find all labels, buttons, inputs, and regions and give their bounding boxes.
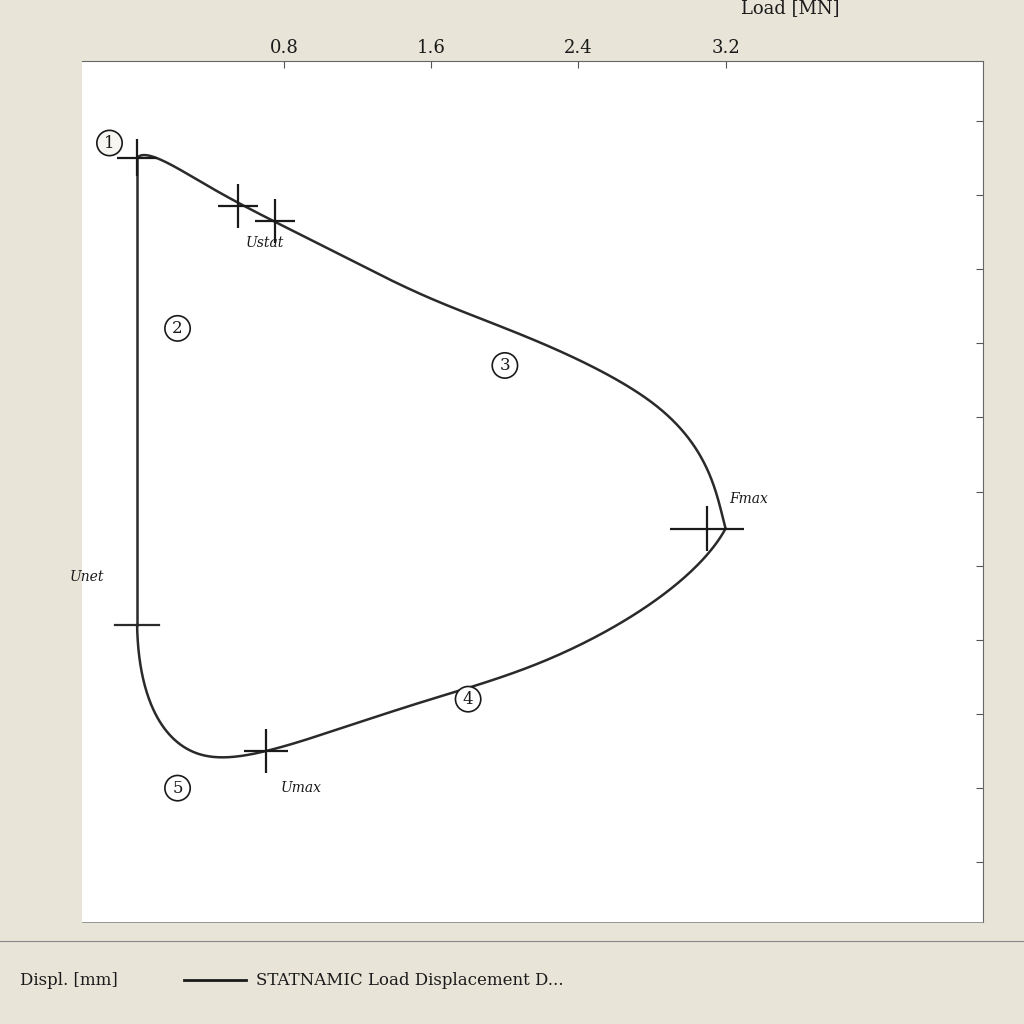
Text: Umax: Umax <box>281 781 322 795</box>
Text: Load [MN]: Load [MN] <box>740 0 840 17</box>
Text: 1: 1 <box>104 134 115 152</box>
Text: Ustat: Ustat <box>246 236 284 250</box>
Text: 4: 4 <box>463 690 473 708</box>
Text: Unet: Unet <box>70 569 104 584</box>
Text: STATNAMIC Load Displacement D...: STATNAMIC Load Displacement D... <box>256 972 563 989</box>
Text: 2: 2 <box>172 319 183 337</box>
Text: 5: 5 <box>172 779 183 797</box>
Text: Displ. [mm]: Displ. [mm] <box>20 972 118 989</box>
Text: Fmax: Fmax <box>729 492 768 506</box>
Text: 3: 3 <box>500 357 510 374</box>
